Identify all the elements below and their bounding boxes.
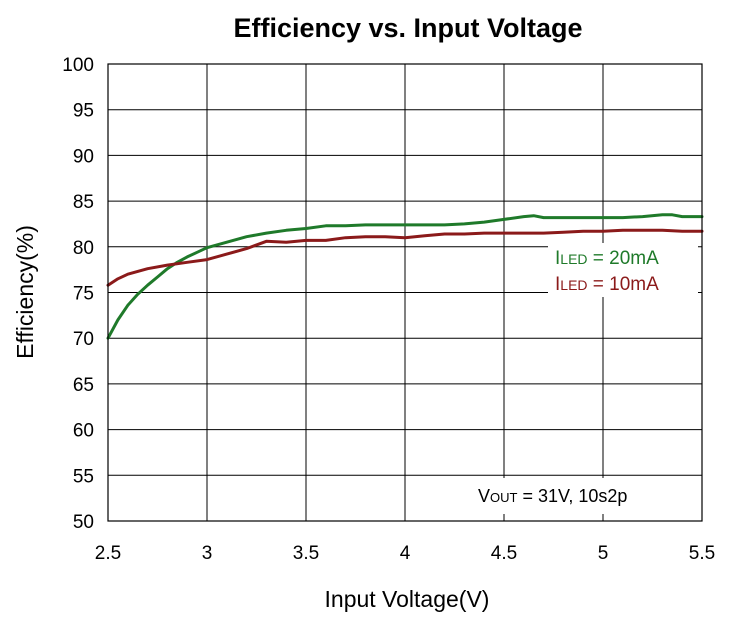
- legend-entry-1: ILED = 20mA: [555, 248, 659, 269]
- y-tick-label: 90: [73, 146, 94, 167]
- legend-label-subscript: LED: [560, 251, 587, 267]
- y-tick-label: 75: [73, 284, 94, 305]
- y-tick-label: 85: [73, 192, 94, 213]
- series-lines: [106, 213, 704, 340]
- y-tick-label: 95: [73, 101, 94, 122]
- y-tick-label: 50: [73, 512, 94, 533]
- x-axis-label: Input Voltage(V): [325, 586, 490, 612]
- y-axis-label: Efficiency(%): [12, 225, 38, 359]
- x-tick-label: 5: [598, 543, 609, 564]
- series-line-1: [106, 213, 704, 340]
- x-tick-label: 3: [202, 543, 213, 564]
- x-tick-label: 4: [400, 543, 411, 564]
- y-tick-label: 100: [62, 55, 94, 76]
- svg-text:VOUT = 31V, 10s2p: VOUT = 31V, 10s2p: [478, 486, 627, 506]
- annotation-rest: = 31V, 10s2p: [517, 486, 627, 506]
- legend-label-rest: = 10mA: [588, 274, 660, 295]
- y-tick-label: 60: [73, 421, 94, 442]
- y-tick-label: 70: [73, 329, 94, 350]
- legend-label-rest: = 20mA: [588, 248, 660, 269]
- x-tick-label: 3.5: [293, 543, 319, 564]
- y-tick-label: 80: [73, 238, 94, 259]
- chart-title: Efficiency vs. Input Voltage: [233, 13, 582, 43]
- legend-entry-2: ILED = 10mA: [555, 274, 659, 295]
- legend-label-subscript: LED: [560, 277, 587, 293]
- annotation-subscript: OUT: [490, 490, 518, 505]
- x-tick-labels: 2.5 3 3.5 4 4.5 5 5.5: [95, 543, 715, 564]
- conditions-annotation: VOUT = 31V, 10s2p: [468, 478, 694, 514]
- annotation-main: V: [478, 486, 490, 506]
- y-tick-labels: 100 95 90 85 80 75 70 65 60 55 50: [62, 55, 94, 533]
- y-tick-label: 65: [73, 375, 94, 396]
- legend-label-main: I: [555, 274, 560, 295]
- x-tick-label: 4.5: [491, 543, 517, 564]
- legend-background: [548, 243, 698, 297]
- legend-label-main: I: [555, 248, 560, 269]
- series-line-2: [106, 228, 704, 287]
- y-tick-label: 55: [73, 466, 94, 487]
- x-tick-label: 5.5: [689, 543, 715, 564]
- plot-frame: [107, 63, 703, 522]
- x-tick-label: 2.5: [95, 543, 121, 564]
